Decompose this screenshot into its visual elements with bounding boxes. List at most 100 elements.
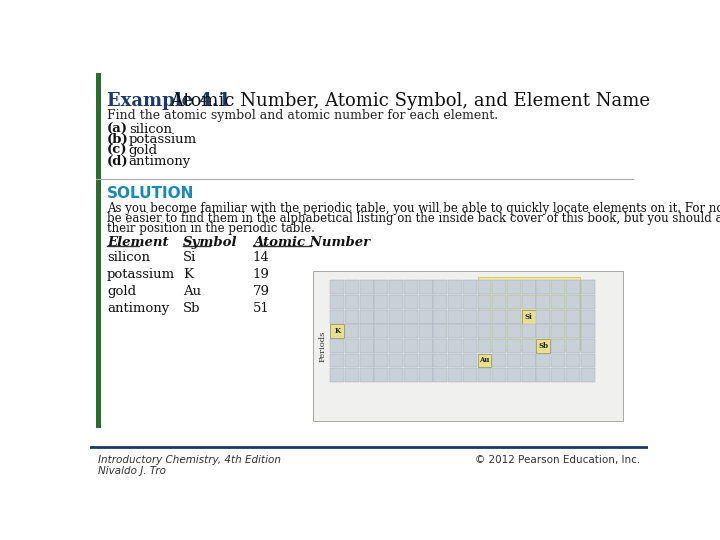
Bar <box>330 309 344 323</box>
Text: antimony: antimony <box>107 302 169 315</box>
Bar <box>463 368 477 382</box>
Text: potassium: potassium <box>129 133 197 146</box>
Bar <box>448 309 462 323</box>
Bar <box>389 368 403 382</box>
Bar <box>551 280 565 294</box>
Bar <box>536 325 550 338</box>
Bar <box>580 309 595 323</box>
Bar <box>566 309 580 323</box>
Bar <box>404 295 418 309</box>
Bar <box>522 295 536 309</box>
Bar <box>463 295 477 309</box>
Bar <box>345 325 359 338</box>
Bar <box>389 309 403 323</box>
Bar <box>492 339 506 353</box>
Bar <box>492 309 506 323</box>
Bar <box>580 325 595 338</box>
Bar <box>477 354 492 367</box>
Text: Si: Si <box>183 251 197 264</box>
Bar <box>551 339 565 353</box>
Text: Example 4.1: Example 4.1 <box>107 92 231 110</box>
Text: Introductory Chemistry, 4th Edition: Introductory Chemistry, 4th Edition <box>98 455 281 465</box>
Bar <box>580 368 595 382</box>
Text: (c): (c) <box>107 144 127 157</box>
Bar <box>330 325 344 338</box>
Bar <box>448 354 462 367</box>
Bar <box>374 339 388 353</box>
Text: K: K <box>183 268 193 281</box>
Bar <box>433 309 447 323</box>
Text: gold: gold <box>107 285 136 298</box>
Bar <box>492 280 506 294</box>
Text: Nivaldo J. Tro: Nivaldo J. Tro <box>98 466 166 476</box>
Text: SOLUTION: SOLUTION <box>107 186 194 201</box>
Bar <box>374 295 388 309</box>
Bar <box>463 280 477 294</box>
Text: gold: gold <box>129 144 158 157</box>
Text: Atomic Number, Atomic Symbol, and Element Name: Atomic Number, Atomic Symbol, and Elemen… <box>166 92 650 110</box>
Bar <box>374 280 388 294</box>
Bar <box>507 309 521 323</box>
Bar <box>463 309 477 323</box>
Bar <box>360 295 374 309</box>
Bar <box>404 325 418 338</box>
Bar <box>536 295 550 309</box>
Text: silicon: silicon <box>107 251 150 264</box>
Bar <box>345 295 359 309</box>
Bar <box>418 295 433 309</box>
Bar <box>507 339 521 353</box>
Bar <box>536 354 550 367</box>
Bar <box>477 295 492 309</box>
Text: Si: Si <box>525 313 533 321</box>
Bar <box>389 354 403 367</box>
Text: 51: 51 <box>253 302 269 315</box>
Bar <box>448 339 462 353</box>
Bar <box>551 295 565 309</box>
Bar <box>448 368 462 382</box>
Bar <box>522 354 536 367</box>
Bar <box>360 280 374 294</box>
Bar <box>418 309 433 323</box>
Bar <box>374 354 388 367</box>
Bar <box>404 339 418 353</box>
Bar <box>492 295 506 309</box>
Text: K: K <box>334 327 341 335</box>
Text: Au: Au <box>183 285 201 298</box>
Bar <box>522 325 536 338</box>
Bar <box>566 368 580 382</box>
Text: 14: 14 <box>253 251 269 264</box>
Text: Symbol: Symbol <box>183 236 238 249</box>
Text: their position in the periodic table.: their position in the periodic table. <box>107 222 315 235</box>
Bar <box>404 309 418 323</box>
Bar <box>463 325 477 338</box>
Bar <box>492 325 506 338</box>
Bar <box>580 339 595 353</box>
Bar <box>477 368 492 382</box>
Bar <box>360 309 374 323</box>
Bar <box>330 339 344 353</box>
Text: Atomic Number: Atomic Number <box>253 236 370 249</box>
Bar <box>536 368 550 382</box>
Bar <box>345 354 359 367</box>
Bar <box>522 368 536 382</box>
Bar <box>566 339 580 353</box>
Bar <box>536 280 550 294</box>
Bar <box>522 309 536 323</box>
Bar <box>463 354 477 367</box>
Bar <box>433 280 447 294</box>
Text: silicon: silicon <box>129 123 172 136</box>
Bar <box>580 354 595 367</box>
Bar <box>330 354 344 367</box>
Text: 79: 79 <box>253 285 270 298</box>
Bar <box>551 354 565 367</box>
Bar <box>374 368 388 382</box>
Text: Periods: Periods <box>318 330 326 362</box>
Bar <box>418 280 433 294</box>
Bar <box>492 354 506 367</box>
Bar <box>551 309 565 323</box>
Bar <box>566 280 580 294</box>
Bar <box>345 339 359 353</box>
Bar <box>580 280 595 294</box>
Bar <box>448 325 462 338</box>
Bar <box>345 309 359 323</box>
